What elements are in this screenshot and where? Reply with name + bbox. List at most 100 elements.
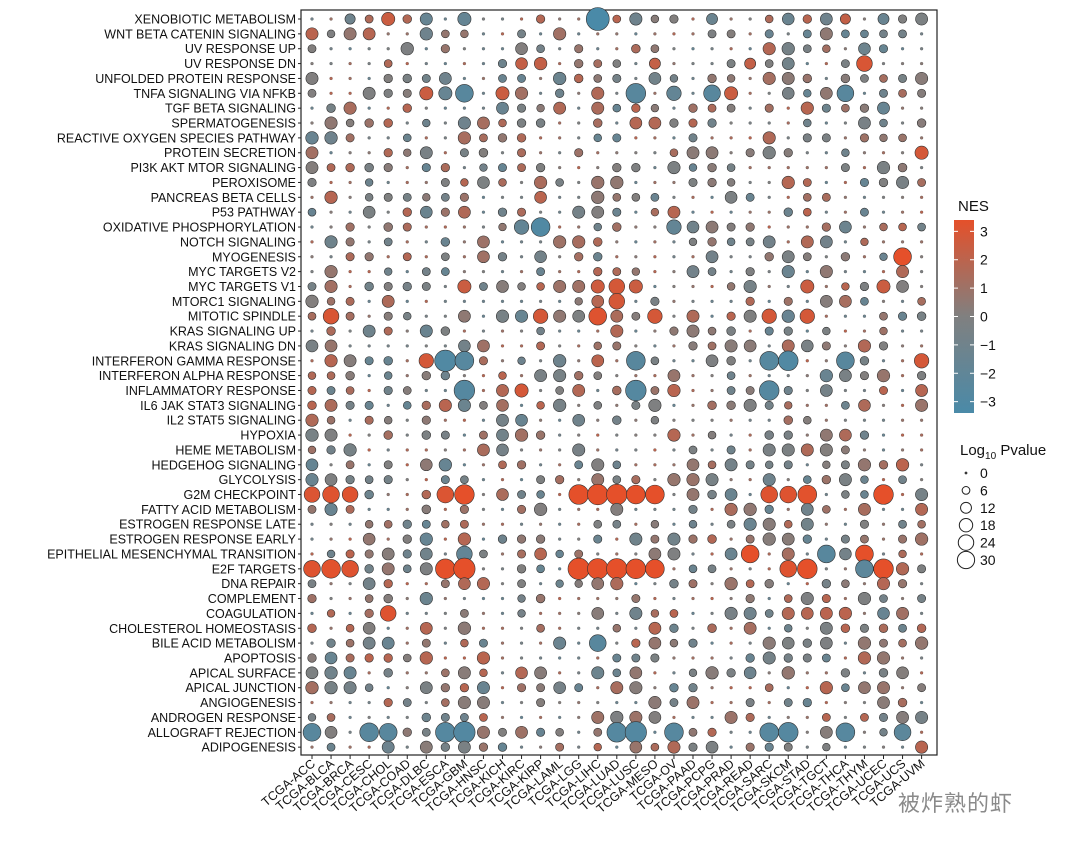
bubble-tcga-blca-xenobiotic-metabolism bbox=[329, 17, 333, 21]
bubble-tcga-read-tgf-beta-signaling bbox=[748, 106, 752, 110]
bubble-tcga-thca-coagulation bbox=[838, 606, 852, 620]
bubble-tcga-kirp-adipogenesis bbox=[539, 745, 543, 749]
bubble-tcga-ucec-e2f-targets bbox=[873, 558, 894, 579]
bubble-tcga-luad-fatty-acid-metabolism bbox=[610, 502, 624, 516]
bubble-tcga-meso-uv-response-dn bbox=[649, 57, 661, 70]
bubble-tcga-coad-kras-signaling-dn bbox=[405, 344, 409, 348]
bubble-tcga-lihc-uv-response-up bbox=[596, 47, 600, 51]
bubble-tcga-cesc-angiogenesis bbox=[367, 700, 371, 705]
bubble-tcga-gbm-unfolded-protein-response bbox=[462, 76, 466, 81]
bubble-tcga-dlbc-adipogenesis bbox=[419, 740, 433, 754]
bubble-tcga-paad-complement bbox=[691, 596, 695, 601]
bubble-tcga-acc-apoptosis bbox=[307, 653, 317, 663]
bubble-tcga-lgg-glycolysis bbox=[577, 478, 581, 482]
bubble-tcga-thca-pi3k-akt-mtor-signaling bbox=[840, 163, 850, 173]
bubble-tcga-thym-complement bbox=[857, 591, 872, 606]
bubble-tcga-esca-allograft-rejection bbox=[435, 722, 456, 743]
size-legend-label: 12 bbox=[980, 500, 996, 516]
bubble-tcga-thca-reactive-oxygen-species-pathway bbox=[843, 136, 847, 140]
bubble-tcga-prad-wnt-beta-catenin-signaling bbox=[726, 29, 736, 39]
bubble-tcga-ucs-wnt-beta-catenin-signaling bbox=[898, 29, 907, 39]
bubble-tcga-ov-coagulation bbox=[669, 609, 679, 618]
bubble-tcga-paad-apical-junction bbox=[688, 683, 698, 693]
size-legend-label: 30 bbox=[980, 552, 996, 568]
bubble-tcga-ov-tnfa-signaling-via-nfkb bbox=[666, 85, 682, 101]
bubble-tcga-hnsc-myc-targets-v1 bbox=[479, 282, 488, 291]
bubble-tcga-skcm-apoptosis bbox=[783, 653, 793, 663]
bubble-tcga-prad-coagulation bbox=[724, 606, 738, 620]
bubble-tcga-ucec-adipogenesis bbox=[881, 745, 886, 749]
bubble-tcga-thca-allograft-rejection bbox=[835, 722, 856, 742]
bubble-tcga-hnsc-bile-acid-metabolism bbox=[479, 638, 488, 648]
bubble-tcga-chol-notch-signaling bbox=[383, 237, 393, 247]
bubble-tcga-brca-myc-targets-v1 bbox=[348, 284, 352, 289]
bubble-tcga-read-reactive-oxygen-species-pathway bbox=[748, 136, 752, 140]
bubble-tcga-thca-fatty-acid-metabolism bbox=[843, 507, 847, 511]
bubble-tcga-thca-hedgehog-signaling bbox=[840, 460, 850, 470]
bubble-tcga-hnsc-pi3k-akt-mtor-signaling bbox=[479, 163, 488, 172]
bubble-tcga-ov-kras-signaling-dn bbox=[672, 344, 676, 348]
bubble-tcga-luad-myogenesis bbox=[615, 255, 619, 259]
bubble-tcga-pcpg-inflammatory-response bbox=[710, 388, 714, 393]
bubble-tcga-cesc-myogenesis bbox=[364, 252, 374, 262]
bubble-tcga-paad-reactive-oxygen-species-pathway bbox=[688, 133, 698, 143]
bubble-tcga-stad-kras-signaling-dn bbox=[801, 339, 814, 353]
bubble-tcga-kich-adipogenesis bbox=[497, 742, 508, 752]
bubble-tcga-hnsc-oxidative-phosphorylation bbox=[481, 225, 486, 229]
bubble-tcga-acc-notch-signaling bbox=[310, 240, 314, 244]
bubble-tcga-tgct-adipogenesis bbox=[822, 742, 831, 752]
bubble-tcga-esca-apoptosis bbox=[443, 656, 447, 660]
bubble-tcga-sarc-apoptosis bbox=[762, 651, 776, 665]
bubble-tcga-esca-myc-targets-v2 bbox=[441, 267, 450, 276]
bubble-tcga-thym-mtorc1-signaling bbox=[860, 297, 869, 306]
bubble-tcga-esca-hypoxia bbox=[440, 430, 450, 440]
bubble-tcga-meso-uv-response-up bbox=[650, 44, 660, 54]
bubble-tcga-ov-estrogen-response-early bbox=[667, 532, 681, 546]
bubble-tcga-paad-myc-targets-v1 bbox=[691, 284, 695, 289]
bubble-tcga-read-complement bbox=[745, 593, 755, 604]
bubble-tcga-cesc-interferon-alpha-response bbox=[367, 374, 371, 378]
bubble-tcga-lihc-il6-jak-stat3-signaling bbox=[593, 401, 603, 410]
bubble-tcga-esca-il2-stat5-signaling bbox=[443, 418, 447, 422]
bubble-tcga-paad-hypoxia bbox=[691, 433, 695, 437]
bubble-tcga-esca-spermatogenesis bbox=[443, 121, 447, 125]
bubble-tcga-sarc-mtorc1-signaling bbox=[767, 299, 771, 303]
bubble-tcga-prad-apoptosis bbox=[729, 656, 733, 660]
bubble-tcga-laml-mtorc1-signaling bbox=[558, 299, 562, 303]
bubble-tcga-luad-apical-junction bbox=[610, 681, 624, 695]
bubble-tcga-blca-unfolded-protein-response bbox=[329, 76, 333, 81]
bubble-tcga-thca-peroxisome bbox=[843, 180, 847, 185]
bubble-tcga-stad-uv-response-dn bbox=[805, 62, 809, 66]
bubble-tcga-ov-tgf-beta-signaling bbox=[672, 106, 676, 110]
y-label-apical-surface: APICAL SURFACE bbox=[189, 666, 296, 680]
bubble-tcga-uvm-complement bbox=[917, 594, 927, 603]
bubble-tcga-thym-myogenesis bbox=[862, 255, 867, 259]
bubble-tcga-brca-angiogenesis bbox=[348, 700, 352, 705]
bubble-tcga-paad-p53-pathway bbox=[691, 210, 695, 214]
bubble-tcga-ov-interferon-alpha-response bbox=[667, 369, 681, 382]
bubble-tcga-lusc-myc-targets-v2 bbox=[631, 267, 641, 276]
bubble-tcga-paad-allograft-rejection bbox=[688, 727, 698, 737]
bubble-tcga-ucs-apical-surface bbox=[896, 666, 909, 680]
bubble-tcga-laml-complement bbox=[558, 596, 562, 601]
bubble-tcga-ov-spermatogenesis bbox=[669, 118, 679, 128]
bubble-tcga-kirp-bile-acid-metabolism bbox=[539, 641, 543, 645]
bubble-tcga-stad-estrogen-response-late bbox=[800, 517, 814, 531]
bubble-tcga-blca-interferon-alpha-response bbox=[326, 371, 336, 380]
bubble-tcga-dlbc-unfolded-protein-response bbox=[421, 74, 431, 83]
bubble-tcga-blca-peroxisome bbox=[329, 180, 333, 185]
y-label-angiogenesis: ANGIOGENESIS bbox=[200, 696, 296, 710]
bubble-tcga-chol-apical-junction bbox=[386, 686, 390, 690]
bubble-tcga-stad-myc-targets-v2 bbox=[805, 270, 809, 274]
bubble-tcga-thca-oxidative-phosphorylation bbox=[839, 220, 852, 234]
bubble-tcga-thca-apical-junction bbox=[841, 683, 850, 692]
bubble-tcga-ucec-epithelial-mesenchymal-transition bbox=[881, 552, 886, 556]
bubble-tcga-meso-unfolded-protein-response bbox=[648, 72, 662, 85]
bubble-tcga-read-apical-junction bbox=[748, 686, 752, 690]
bubble-tcga-meso-protein-secretion bbox=[653, 151, 657, 155]
bubble-tcga-sarc-apical-surface bbox=[767, 671, 771, 675]
bubble-tcga-brca-allograft-rejection bbox=[348, 730, 352, 734]
bubble-tcga-acc-uv-response-dn bbox=[310, 62, 314, 66]
y-axis-ticks bbox=[298, 18, 301, 748]
